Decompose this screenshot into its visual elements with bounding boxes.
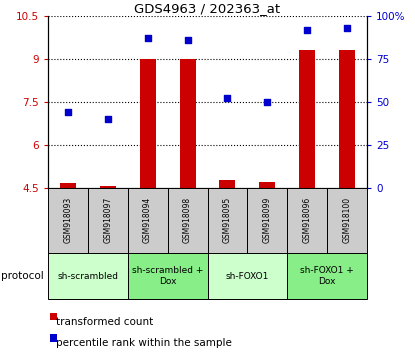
Point bbox=[304, 27, 311, 33]
Bar bbox=[128, 253, 208, 299]
Point bbox=[64, 109, 71, 115]
Bar bbox=[48, 253, 128, 299]
Point bbox=[104, 116, 111, 122]
Point bbox=[264, 99, 271, 105]
Bar bbox=[100, 186, 116, 188]
Point bbox=[144, 35, 151, 41]
Bar bbox=[327, 188, 367, 253]
Bar bbox=[339, 50, 355, 188]
Point bbox=[224, 96, 231, 101]
Text: GSM918097: GSM918097 bbox=[103, 197, 112, 244]
Text: GSM918100: GSM918100 bbox=[343, 197, 352, 244]
Text: GSM918099: GSM918099 bbox=[263, 197, 272, 244]
Text: transformed count: transformed count bbox=[56, 317, 153, 327]
Text: GSM918098: GSM918098 bbox=[183, 197, 192, 244]
Bar bbox=[128, 188, 168, 253]
Text: sh-scrambled +
Dox: sh-scrambled + Dox bbox=[132, 267, 203, 286]
Bar bbox=[259, 182, 276, 188]
Title: GDS4963 / 202363_at: GDS4963 / 202363_at bbox=[134, 2, 281, 15]
Bar bbox=[180, 59, 195, 188]
Bar bbox=[299, 50, 315, 188]
Bar bbox=[168, 188, 208, 253]
Text: sh-FOXO1: sh-FOXO1 bbox=[226, 272, 269, 281]
Bar bbox=[48, 188, 88, 253]
Bar bbox=[208, 188, 247, 253]
Text: protocol: protocol bbox=[1, 271, 44, 281]
Text: GSM918094: GSM918094 bbox=[143, 197, 152, 244]
Point bbox=[184, 37, 191, 43]
Text: GSM918096: GSM918096 bbox=[303, 197, 312, 244]
Bar bbox=[208, 253, 287, 299]
Bar bbox=[287, 253, 367, 299]
Bar bbox=[139, 59, 156, 188]
Bar bbox=[60, 183, 76, 188]
Point bbox=[344, 25, 351, 31]
Text: sh-scrambled: sh-scrambled bbox=[57, 272, 118, 281]
Text: GSM918095: GSM918095 bbox=[223, 197, 232, 244]
Bar bbox=[247, 188, 287, 253]
Bar bbox=[220, 181, 235, 188]
Bar bbox=[88, 188, 128, 253]
Text: GSM918093: GSM918093 bbox=[63, 197, 72, 244]
Bar bbox=[287, 188, 327, 253]
Text: percentile rank within the sample: percentile rank within the sample bbox=[56, 338, 232, 348]
Text: sh-FOXO1 +
Dox: sh-FOXO1 + Dox bbox=[300, 267, 354, 286]
